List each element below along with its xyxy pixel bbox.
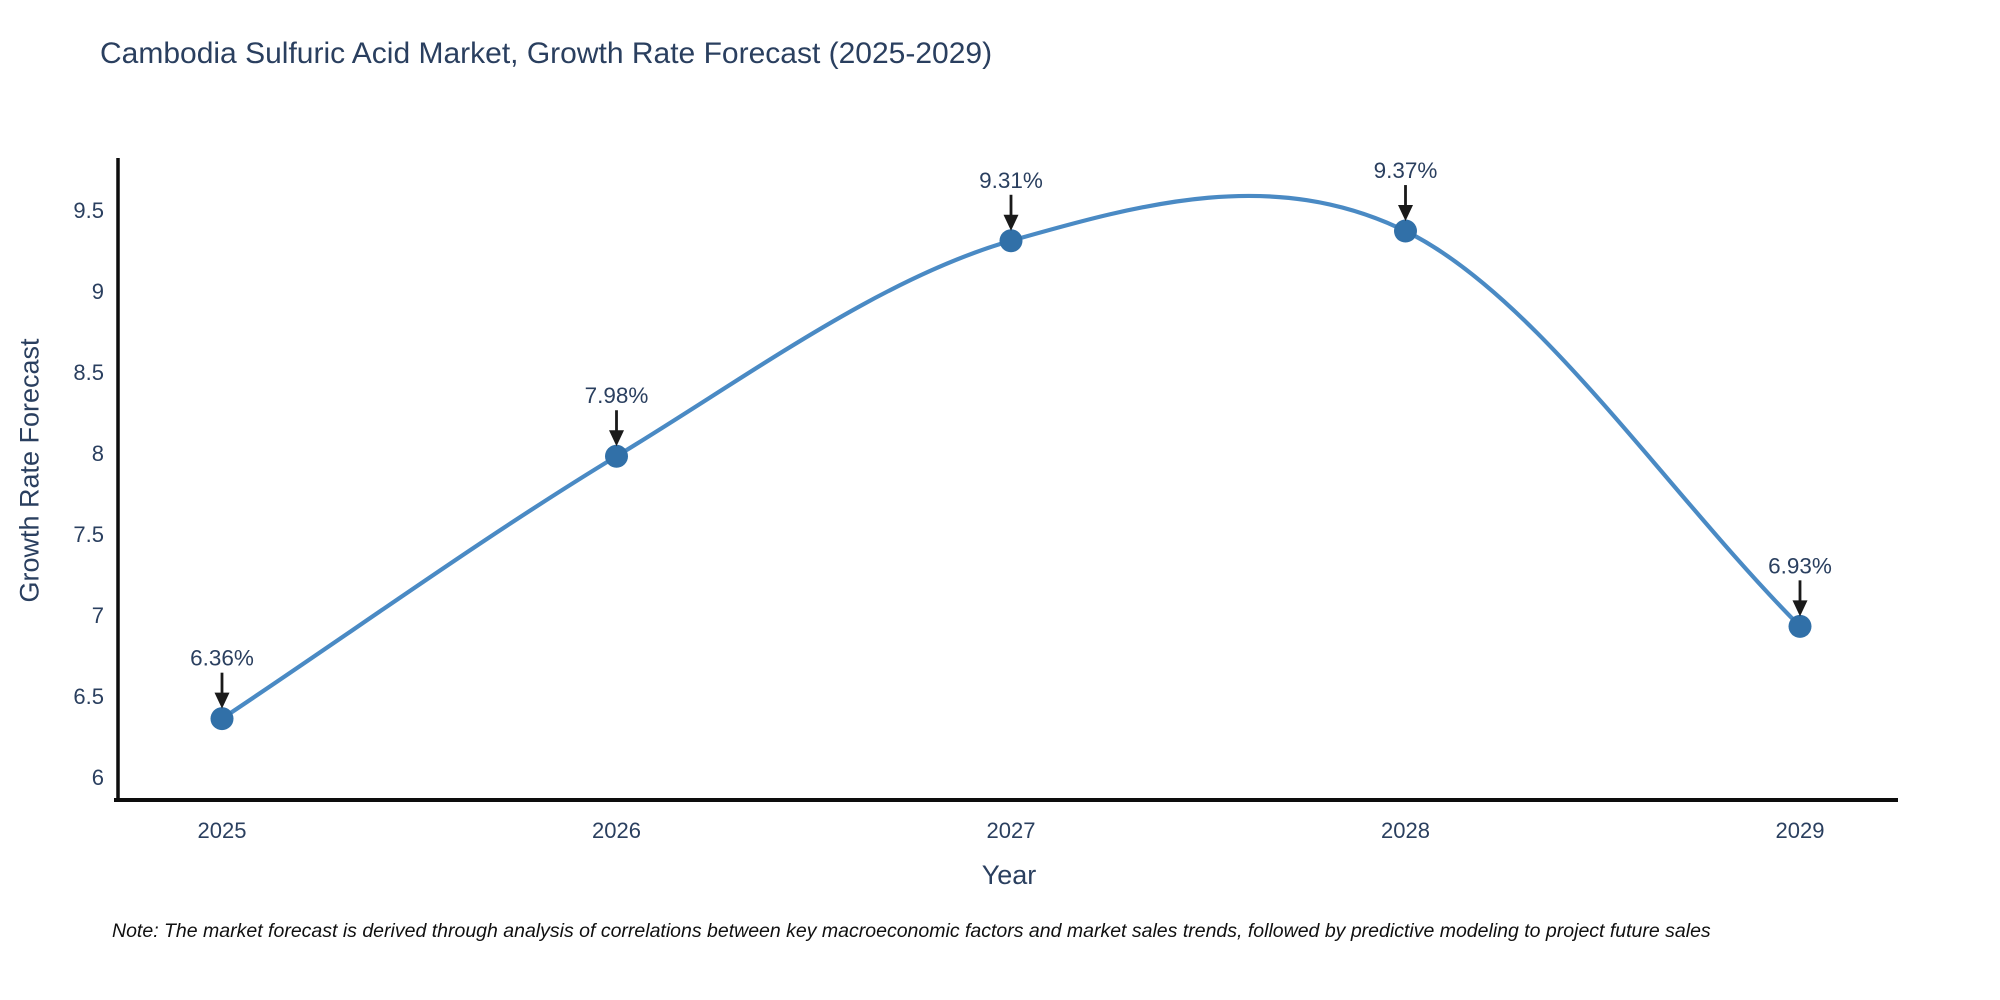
annotation-arrowhead-icon bbox=[609, 430, 624, 447]
data-point-2025[interactable] bbox=[210, 707, 234, 731]
y-axis-title: Growth Rate Forecast bbox=[14, 338, 45, 603]
point-label: 6.36% bbox=[190, 646, 254, 671]
y-tick-label: 7.5 bbox=[73, 522, 104, 547]
forecast-line bbox=[219, 193, 1803, 721]
y-tick-label: 6.5 bbox=[73, 684, 104, 709]
y-tick-label: 8.5 bbox=[73, 360, 104, 385]
annotation-arrowhead-icon bbox=[1398, 205, 1413, 222]
data-point-2027[interactable] bbox=[999, 229, 1023, 253]
point-label: 6.93% bbox=[1768, 553, 1832, 578]
y-tick-label: 6 bbox=[92, 765, 104, 790]
y-tick-label: 9.5 bbox=[73, 198, 104, 223]
y-tick-label: 9 bbox=[92, 279, 104, 304]
x-tick-label: 2029 bbox=[1776, 818, 1825, 843]
annotation-arrowhead-icon bbox=[1003, 214, 1019, 231]
y-tick-label: 8 bbox=[92, 441, 104, 466]
x-tick-label: 2027 bbox=[987, 818, 1036, 843]
chart-title: Cambodia Sulfuric Acid Market, Growth Ra… bbox=[100, 37, 993, 70]
point-label: 9.37% bbox=[1374, 158, 1438, 183]
x-tick-label: 2026 bbox=[592, 818, 641, 843]
annotation-arrowhead-icon bbox=[214, 692, 230, 709]
annotation-arrowhead-icon bbox=[1792, 600, 1808, 617]
point-label: 9.31% bbox=[979, 168, 1043, 193]
x-tick-label: 2028 bbox=[1381, 818, 1430, 843]
footnote: Note: The market forecast is derived thr… bbox=[112, 920, 1711, 942]
data-point-2029[interactable] bbox=[1788, 614, 1812, 638]
y-tick-label: 7 bbox=[92, 603, 104, 628]
data-point-2028[interactable] bbox=[1394, 219, 1417, 243]
x-axis-title: Year bbox=[981, 860, 1037, 890]
point-label: 7.98% bbox=[585, 383, 649, 408]
data-point-2026[interactable] bbox=[605, 444, 628, 468]
x-tick-label: 2025 bbox=[198, 818, 247, 843]
